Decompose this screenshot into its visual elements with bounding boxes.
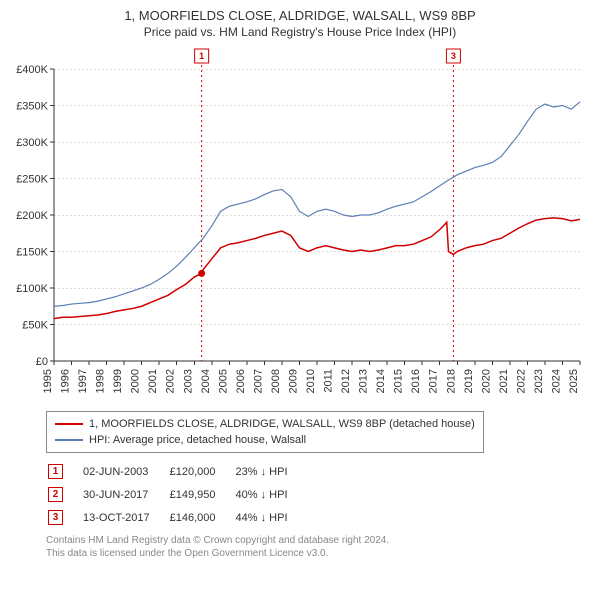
svg-text:1996: 1996 (60, 369, 72, 393)
svg-text:1999: 1999 (112, 369, 124, 393)
svg-text:£100K: £100K (16, 283, 48, 295)
svg-text:2013: 2013 (358, 369, 370, 393)
svg-text:2014: 2014 (375, 369, 387, 393)
svg-text:£200K: £200K (16, 210, 48, 222)
svg-text:2021: 2021 (498, 369, 510, 393)
transaction-marker: 2 (48, 487, 63, 502)
transaction-date: 13-OCT-2017 (83, 507, 168, 528)
legend-item: 1, MOORFIELDS CLOSE, ALDRIDGE, WALSALL, … (55, 416, 475, 432)
transaction-row: 1 02-JUN-2003£120,00023% ↓ HPI (48, 461, 306, 482)
transaction-price: £149,950 (170, 484, 234, 505)
svg-text:2015: 2015 (393, 369, 405, 393)
transaction-row: 2 30-JUN-2017£149,95040% ↓ HPI (48, 484, 306, 505)
svg-text:2024: 2024 (550, 369, 562, 393)
attribution: Contains HM Land Registry data © Crown c… (46, 534, 590, 560)
svg-text:2010: 2010 (305, 369, 317, 393)
svg-text:2008: 2008 (270, 369, 282, 393)
transaction-date: 02-JUN-2003 (83, 461, 168, 482)
legend-item: HPI: Average price, detached house, Wals… (55, 432, 475, 448)
svg-text:2004: 2004 (200, 369, 212, 393)
legend-swatch (55, 423, 83, 425)
svg-text:2018: 2018 (445, 369, 457, 393)
svg-text:£0: £0 (36, 356, 48, 368)
svg-text:2020: 2020 (480, 369, 492, 393)
svg-text:3: 3 (451, 51, 456, 61)
legend-swatch (55, 439, 83, 441)
svg-text:2007: 2007 (252, 369, 264, 393)
transaction-delta: 44% ↓ HPI (236, 507, 306, 528)
svg-text:2012: 2012 (340, 369, 352, 393)
svg-text:2005: 2005 (217, 369, 229, 393)
transactions-table: 1 02-JUN-2003£120,00023% ↓ HPI 2 30-JUN-201… (46, 459, 308, 530)
page-container: 1, MOORFIELDS CLOSE, ALDRIDGE, WALSALL, … (0, 0, 600, 568)
svg-text:1995: 1995 (42, 369, 54, 393)
svg-text:2003: 2003 (182, 369, 194, 393)
legend: 1, MOORFIELDS CLOSE, ALDRIDGE, WALSALL, … (46, 411, 484, 453)
transaction-price: £146,000 (170, 507, 234, 528)
transaction-date: 30-JUN-2017 (83, 484, 168, 505)
chart: £0 £50K £100K £150K £200K £250K £300K £350K £400… (10, 45, 590, 405)
legend-label: HPI: Average price, detached house, Wals… (89, 432, 306, 448)
svg-text:2002: 2002 (165, 369, 177, 393)
transaction-marker: 3 (48, 510, 63, 525)
svg-text:2017: 2017 (428, 369, 440, 393)
chart-subtitle: Price paid vs. HM Land Registry's House … (10, 25, 590, 39)
svg-text:1998: 1998 (95, 369, 107, 393)
transaction-price: £120,000 (170, 461, 234, 482)
svg-text:2022: 2022 (515, 369, 527, 393)
svg-text:£50K: £50K (22, 320, 48, 332)
svg-text:2023: 2023 (533, 369, 545, 393)
svg-text:1: 1 (199, 51, 204, 61)
transaction-row: 3 13-OCT-2017£146,00044% ↓ HPI (48, 507, 306, 528)
svg-text:2019: 2019 (463, 369, 475, 393)
transaction-delta: 23% ↓ HPI (236, 461, 306, 482)
svg-text:2016: 2016 (410, 369, 422, 393)
svg-text:2009: 2009 (287, 369, 299, 393)
transaction-delta: 40% ↓ HPI (236, 484, 306, 505)
svg-text:1997: 1997 (77, 369, 89, 393)
svg-text:2011: 2011 (323, 369, 335, 393)
svg-text:£250K: £250K (16, 174, 48, 186)
chart-title: 1, MOORFIELDS CLOSE, ALDRIDGE, WALSALL, … (10, 8, 590, 23)
svg-text:£150K: £150K (16, 247, 48, 259)
svg-text:£400K: £400K (16, 64, 48, 76)
svg-text:2000: 2000 (130, 369, 142, 393)
svg-text:2006: 2006 (235, 369, 247, 393)
svg-text:2001: 2001 (147, 369, 159, 393)
legend-label: 1, MOORFIELDS CLOSE, ALDRIDGE, WALSALL, … (89, 416, 475, 432)
attribution-line: Contains HM Land Registry data © Crown c… (46, 534, 590, 547)
svg-text:£350K: £350K (16, 101, 48, 113)
svg-text:£300K: £300K (16, 137, 48, 149)
attribution-line: This data is licensed under the Open Gov… (46, 547, 590, 560)
transaction-marker: 1 (48, 464, 63, 479)
svg-text:2025: 2025 (568, 369, 580, 393)
